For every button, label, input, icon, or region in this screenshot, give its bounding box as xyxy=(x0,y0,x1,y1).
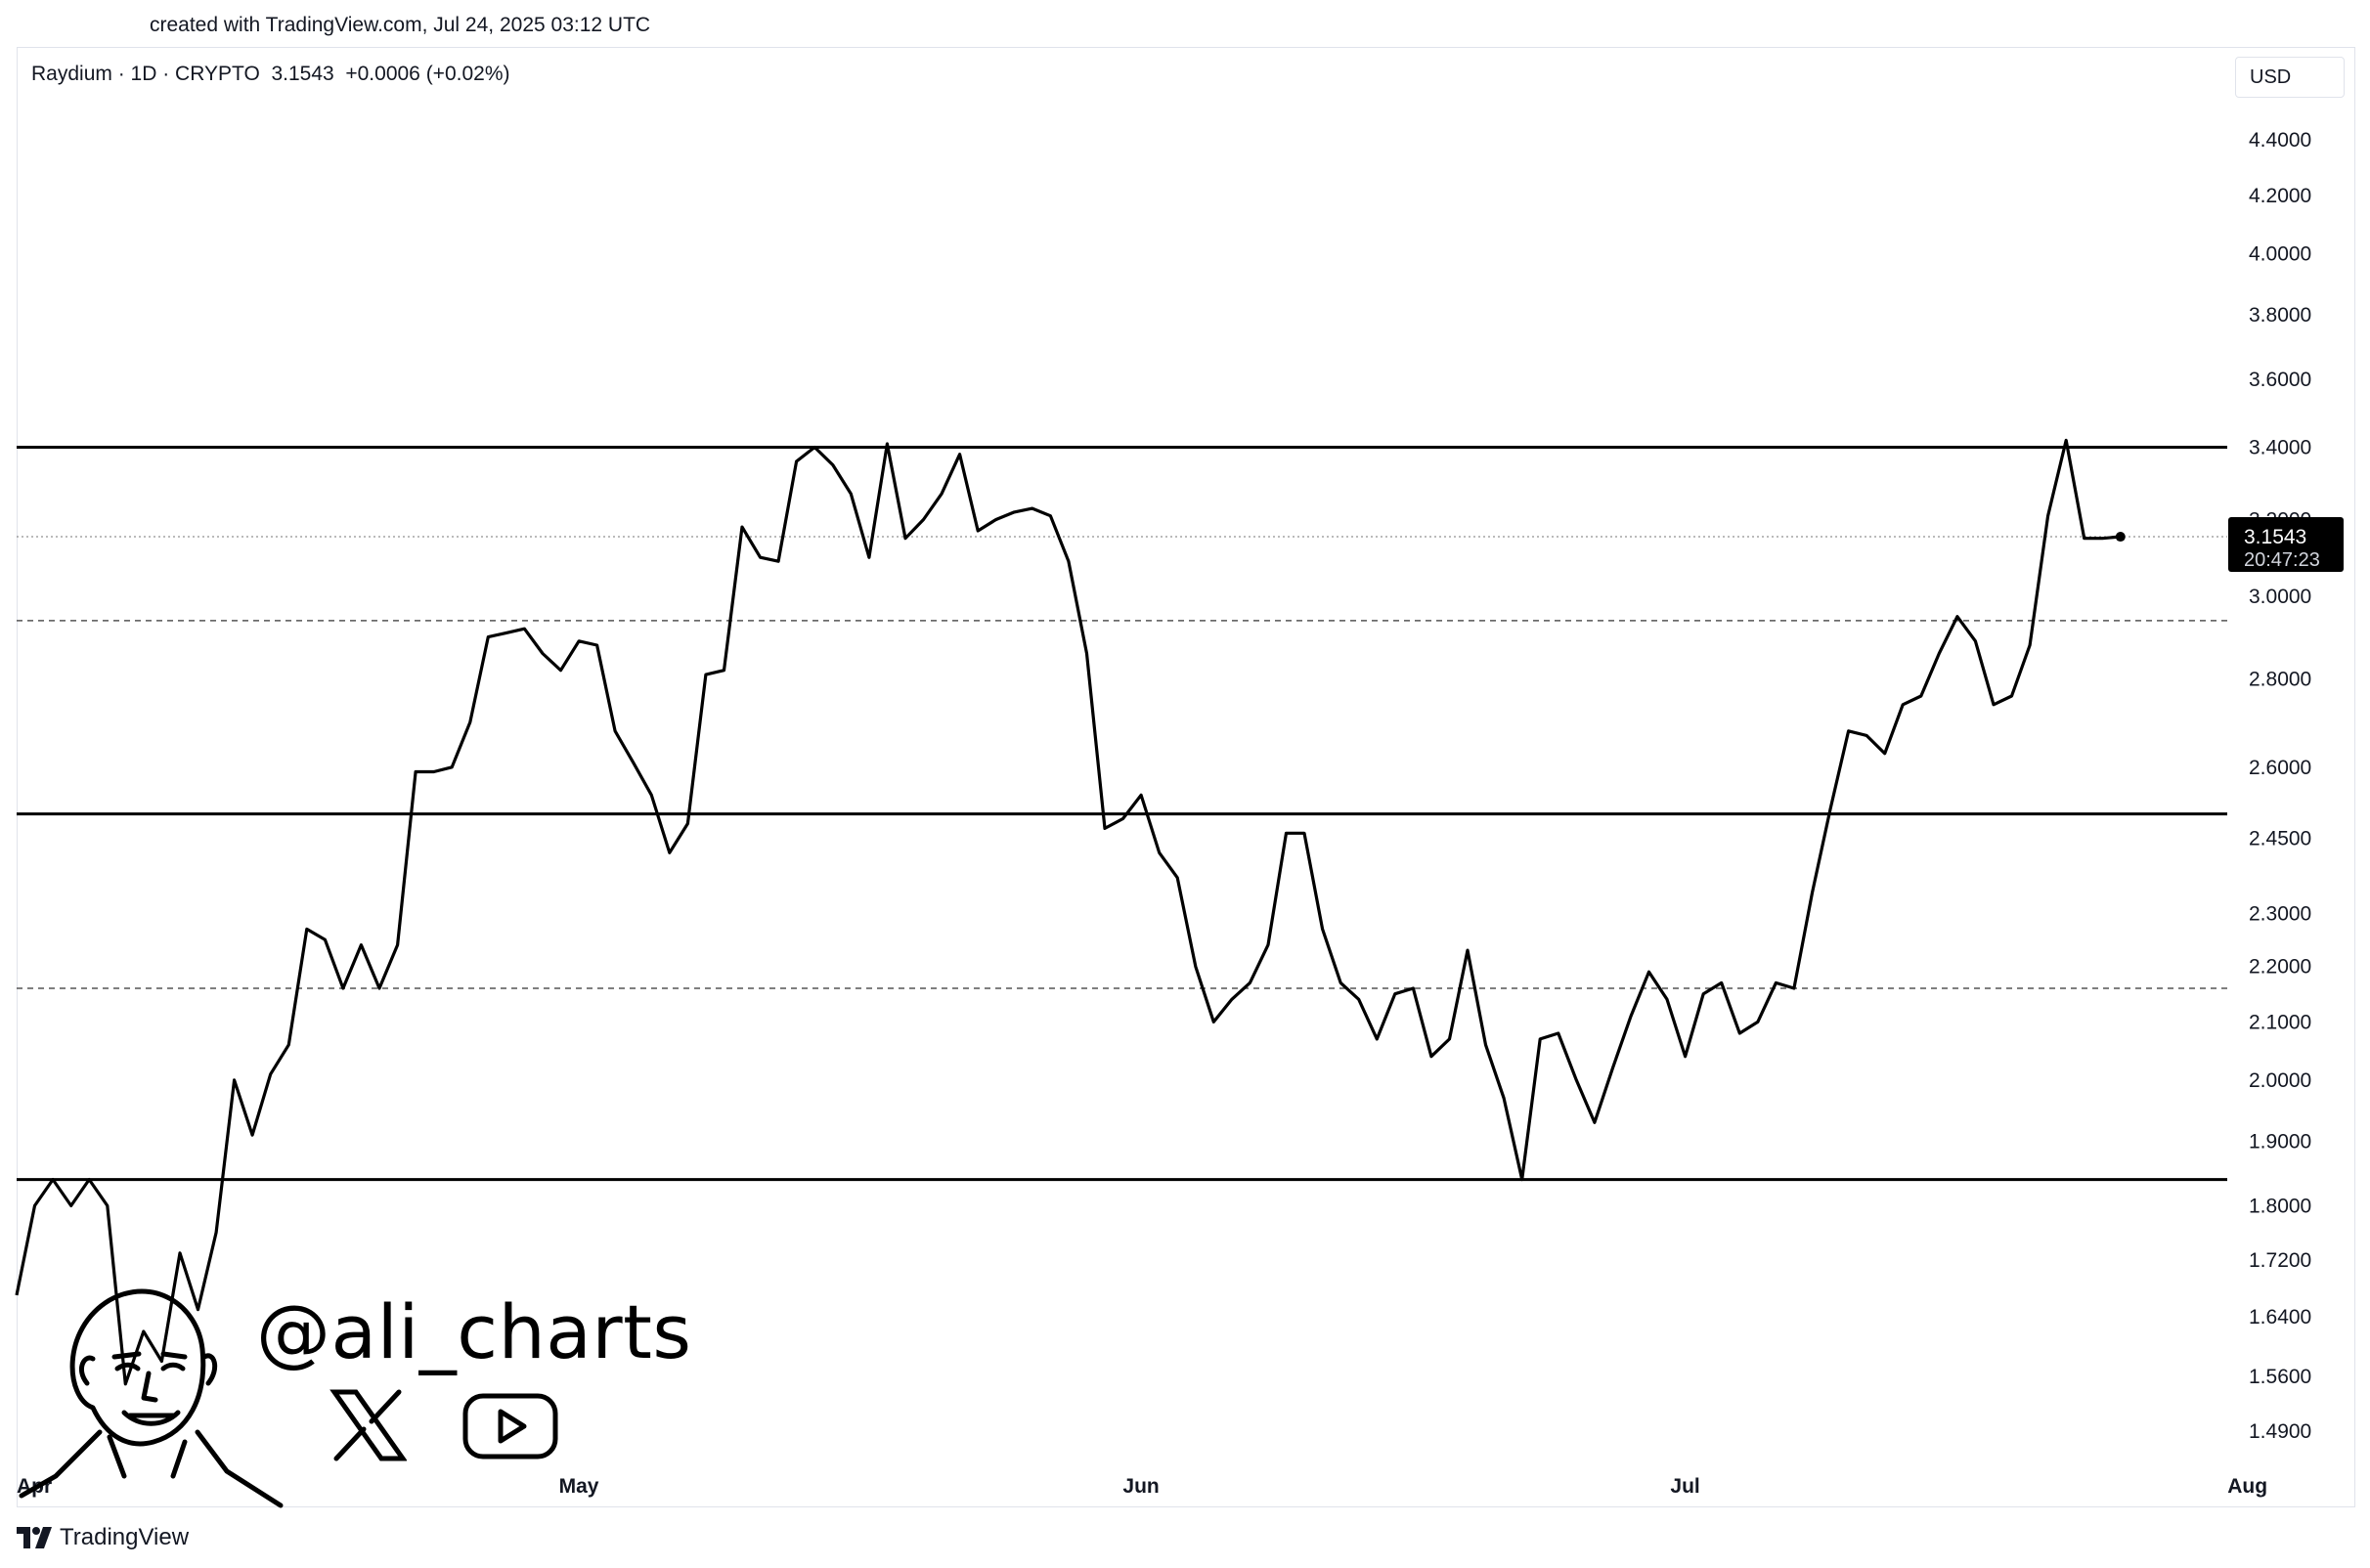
price-line[interactable] xyxy=(15,438,2121,1386)
price-series xyxy=(15,438,2126,1386)
y-tick-label: 2.6000 xyxy=(2249,757,2311,779)
y-tick-label: 3.6000 xyxy=(2249,369,2311,391)
symbol-legend: Raydium · 1D · CRYPTO 3.1543 +0.0006 (+0… xyxy=(31,63,509,86)
y-tick-label: 1.6400 xyxy=(2249,1306,2311,1328)
price-label-value: 3.1543 xyxy=(2244,526,2306,548)
x-icon[interactable] xyxy=(329,1388,407,1462)
price-label-box xyxy=(2228,517,2344,573)
y-tick-label: 3.0000 xyxy=(2249,586,2311,608)
currency-selector[interactable]: USD xyxy=(2235,57,2345,98)
y-tick-label: 1.9000 xyxy=(2249,1130,2311,1153)
legend-price: 3.1543 xyxy=(271,63,334,85)
y-tick-label: 2.0000 xyxy=(2249,1069,2311,1092)
chart-credit: created with TradingView.com, Jul 24, 20… xyxy=(150,14,651,36)
tradingview-mark-icon xyxy=(17,1527,52,1548)
legend-symbol: Raydium · 1D · CRYPTO xyxy=(31,63,260,85)
y-tick-label: 1.4900 xyxy=(2249,1420,2311,1443)
horizontal-levels xyxy=(17,446,2227,1182)
y-tick-label: 1.5600 xyxy=(2249,1366,2311,1388)
y-tick-label: 2.2000 xyxy=(2249,956,2311,979)
tradingview-logo[interactable]: TradingView xyxy=(17,1523,189,1552)
price-label-countdown: 20:47:23 xyxy=(2244,549,2320,571)
y-tick-label: 2.1000 xyxy=(2249,1011,2311,1033)
x-tick-label: Jun xyxy=(1122,1475,1159,1498)
tradingview-logo-text: TradingView xyxy=(60,1524,190,1550)
legend-change: +0.0006 (+0.02%) xyxy=(345,63,510,85)
x-tick-label: Jul xyxy=(1670,1475,1699,1498)
youtube-icon[interactable] xyxy=(461,1392,559,1460)
y-tick-label: 2.3000 xyxy=(2249,902,2311,925)
y-tick-label: 4.2000 xyxy=(2249,185,2311,207)
y-tick-label: 1.7200 xyxy=(2249,1249,2311,1272)
y-tick-label: 3.8000 xyxy=(2249,304,2311,327)
y-tick-label: 2.4500 xyxy=(2249,827,2311,849)
chart-frame xyxy=(17,47,2355,1507)
x-tick-label: Aug xyxy=(2227,1475,2267,1498)
y-tick-label: 4.4000 xyxy=(2249,129,2311,152)
y-tick-label: 2.8000 xyxy=(2249,668,2311,690)
avatar-illustration xyxy=(19,1288,284,1508)
y-tick-label: 1.8000 xyxy=(2249,1195,2311,1217)
x-tick-label: May xyxy=(559,1475,599,1498)
time-axis: Apr May Jun Jul Aug xyxy=(17,1475,2267,1498)
price-axis: 4.40004.20004.00003.80003.60003.40003.20… xyxy=(2249,129,2311,1443)
y-tick-label: 3.4000 xyxy=(2249,437,2311,459)
author-handle: @ali_charts xyxy=(256,1288,692,1375)
last-price-dot xyxy=(2115,532,2126,543)
y-tick-label: 4.0000 xyxy=(2249,242,2311,265)
